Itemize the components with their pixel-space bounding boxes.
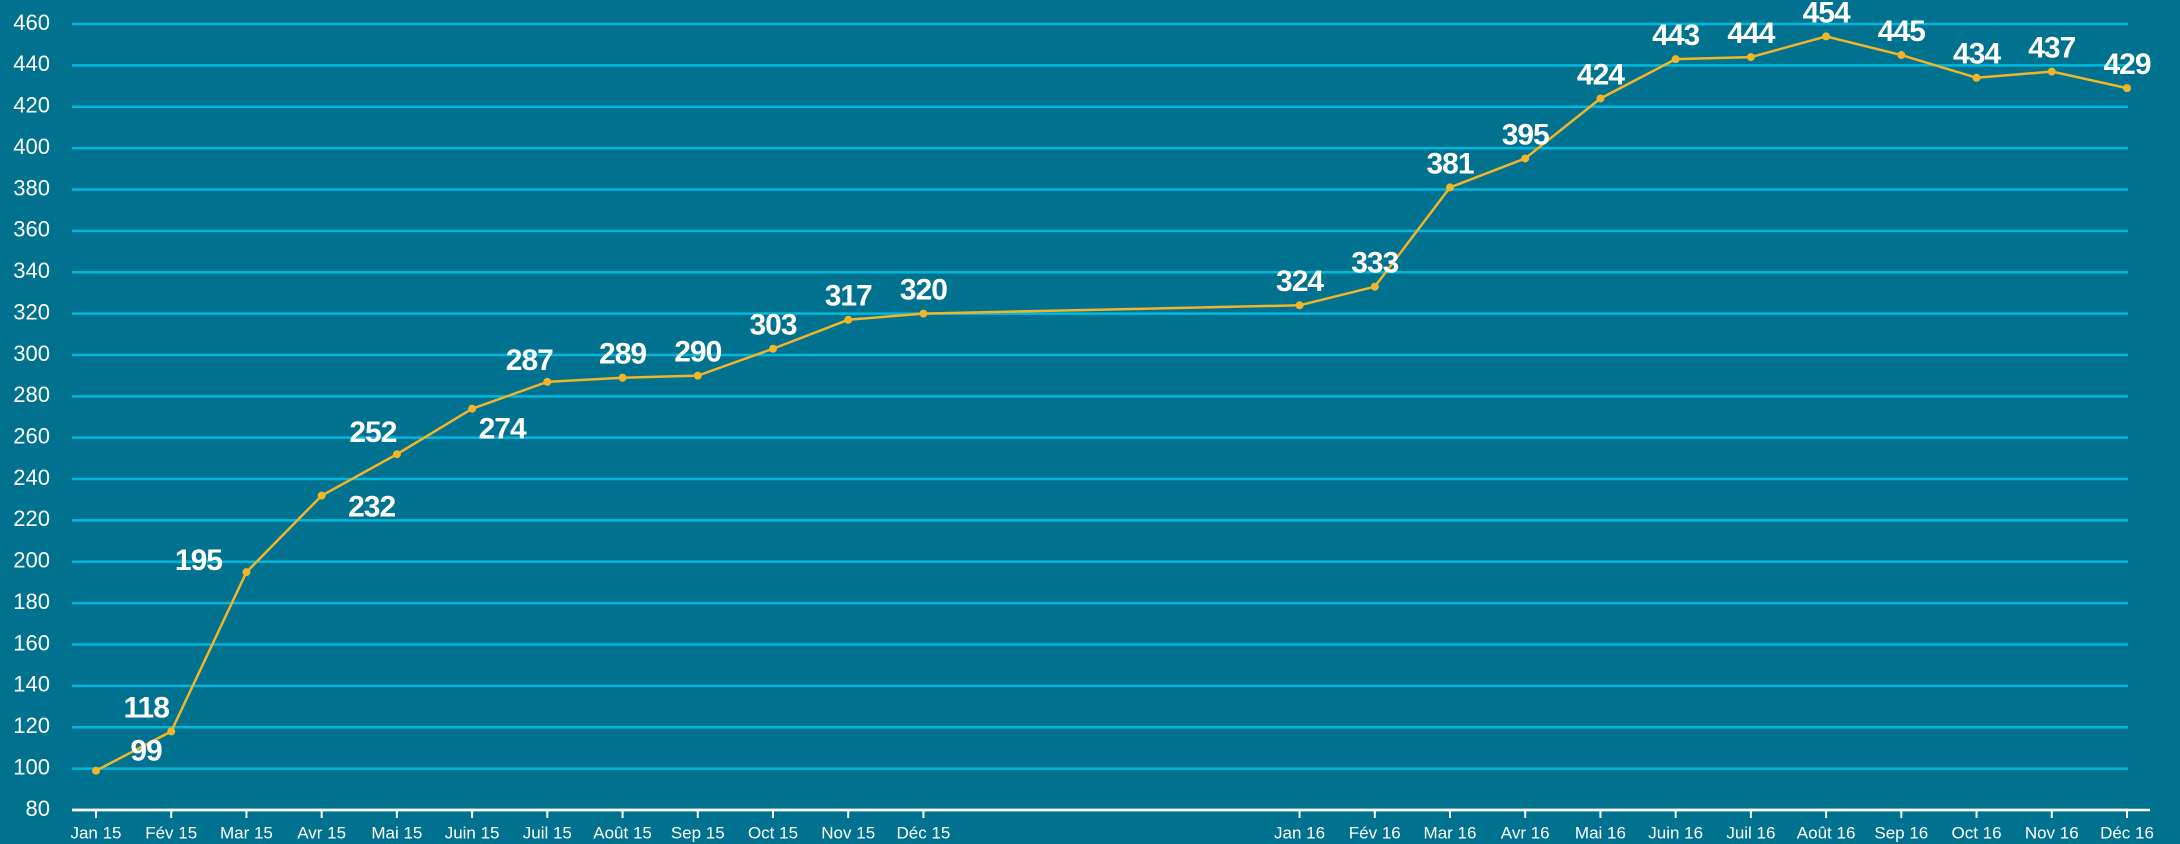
- x-tick-label: Avr 16: [1501, 823, 1550, 842]
- x-tick-label: Fév 16: [1349, 823, 1401, 842]
- data-label: 290: [674, 336, 721, 369]
- x-tick-label: Jan 15: [70, 823, 121, 842]
- data-label: 274: [479, 413, 527, 446]
- x-tick-label: Avr 15: [297, 823, 346, 842]
- y-tick-label: 180: [13, 589, 50, 614]
- data-label: 252: [349, 416, 396, 449]
- x-tick-label: Août 15: [593, 823, 652, 842]
- x-tick-label: Sep 15: [671, 823, 725, 842]
- point: [1295, 301, 1304, 310]
- data-label: 424: [1577, 58, 1625, 91]
- x-tick-label: Déc 15: [897, 823, 951, 842]
- y-tick-label: 280: [13, 382, 50, 407]
- x-tick-label: Mai 16: [1575, 823, 1626, 842]
- data-label: 445: [1878, 15, 1925, 48]
- y-tick-label: 100: [13, 754, 50, 779]
- point: [2047, 67, 2056, 76]
- point: [468, 404, 477, 413]
- point: [1746, 53, 1755, 62]
- x-tick-label: Nov 16: [2025, 823, 2079, 842]
- x-tick-label: Juin 15: [445, 823, 500, 842]
- x-tick-label: Fév 15: [145, 823, 197, 842]
- point: [1897, 51, 1906, 60]
- point: [1596, 94, 1605, 103]
- x-tick-label: Mai 15: [371, 823, 422, 842]
- y-tick-label: 320: [13, 299, 50, 324]
- x-tick-label: Juin 16: [1648, 823, 1703, 842]
- data-label: 437: [2028, 31, 2075, 64]
- data-label: 454: [1803, 0, 1851, 29]
- data-label: 287: [506, 344, 553, 377]
- y-tick-label: 220: [13, 506, 50, 531]
- x-tick-label: Oct 16: [1952, 823, 2002, 842]
- data-label: 443: [1652, 19, 1699, 52]
- point: [1822, 32, 1831, 41]
- point: [1972, 73, 1981, 82]
- x-tick-label: Déc 16: [2100, 823, 2154, 842]
- point: [92, 766, 100, 775]
- data-label: 434: [1953, 38, 2001, 71]
- data-label: 195: [175, 544, 222, 577]
- x-tick-label: Août 16: [1797, 823, 1856, 842]
- data-label: 289: [599, 338, 646, 371]
- data-label: 381: [1426, 147, 1473, 180]
- y-tick-label: 440: [13, 51, 50, 76]
- point: [242, 568, 251, 577]
- point: [693, 371, 702, 380]
- line-connector: [923, 304, 1300, 315]
- data-label: 232: [348, 491, 395, 524]
- y-tick-label: 300: [13, 341, 50, 366]
- data-label: 444: [1727, 17, 1775, 50]
- data-label: 118: [124, 691, 170, 724]
- data-label: 333: [1351, 247, 1398, 280]
- x-tick-label: Sep 16: [1874, 823, 1928, 842]
- y-tick-label: 160: [13, 630, 50, 655]
- y-tick-label: 120: [13, 713, 50, 738]
- y-tick-label: 460: [13, 10, 50, 35]
- data-label: 429: [2103, 48, 2150, 81]
- point: [844, 315, 853, 324]
- point: [2123, 84, 2131, 93]
- x-tick-label: Juil 15: [523, 823, 572, 842]
- data-label: 320: [900, 274, 947, 307]
- x-tick-label: Jan 16: [1274, 823, 1325, 842]
- point: [392, 450, 401, 459]
- point: [543, 377, 552, 386]
- y-tick-label: 360: [13, 217, 50, 242]
- y-tick-label: 380: [13, 175, 50, 200]
- data-label: 99: [130, 735, 162, 768]
- y-tick-label: 200: [13, 548, 50, 573]
- x-tick-label: Nov 15: [821, 823, 875, 842]
- data-label: 395: [1502, 118, 1549, 151]
- line: [1299, 35, 2128, 307]
- data-label: 324: [1276, 265, 1324, 298]
- point: [317, 491, 326, 500]
- data-label: 303: [749, 309, 796, 342]
- point: [1446, 183, 1454, 192]
- point: [769, 344, 777, 353]
- point: [618, 373, 627, 382]
- y-tick-label: 140: [13, 672, 50, 697]
- y-tick-label: 420: [13, 93, 50, 118]
- point: [919, 309, 928, 318]
- x-tick-label: Juil 16: [1726, 823, 1775, 842]
- y-tick-label: 400: [13, 134, 50, 159]
- y-tick-label: 340: [13, 258, 50, 283]
- x-tick-label: Mar 16: [1424, 823, 1477, 842]
- point: [1370, 282, 1379, 291]
- y-tick-label: 80: [26, 796, 50, 821]
- point: [167, 727, 176, 736]
- data-label: 317: [825, 280, 872, 313]
- y-tick-label: 260: [13, 423, 50, 448]
- x-tick-label: Mar 15: [220, 823, 273, 842]
- x-tick-label: Oct 15: [748, 823, 798, 842]
- point: [1671, 55, 1680, 64]
- line: [95, 312, 924, 772]
- y-tick-label: 240: [13, 465, 50, 490]
- point: [1521, 154, 1530, 163]
